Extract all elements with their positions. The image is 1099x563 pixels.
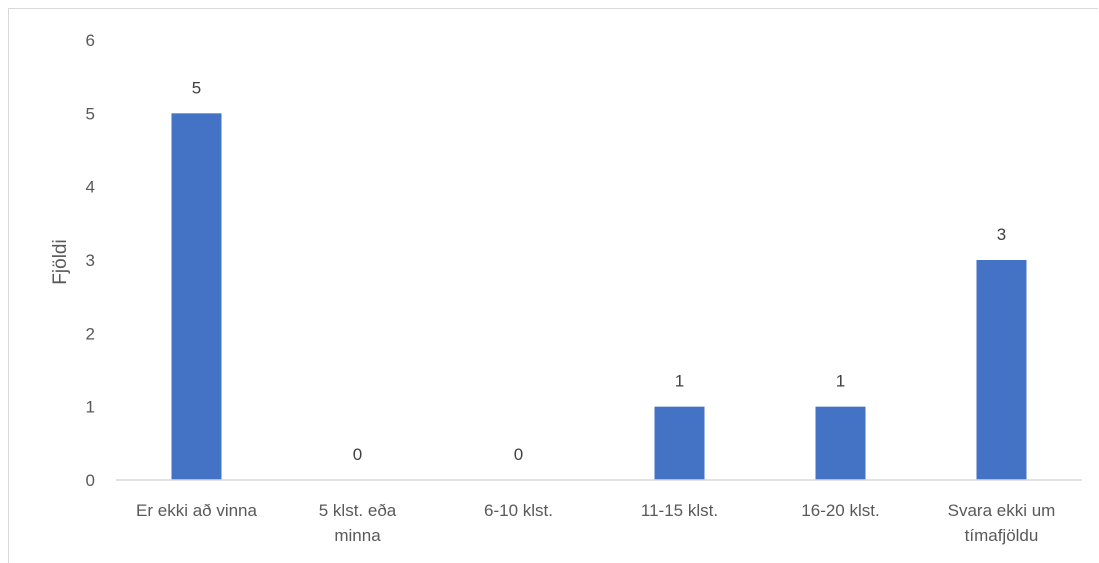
x-axis-ticks: Er ekki að vinna 5 klst. eða minna 6-10 kls… — [136, 501, 1055, 545]
x-tick-label: Svara ekki um tímafjöldu — [948, 501, 1056, 545]
y-tick-label: 0 — [86, 471, 95, 490]
y-axis-title: Fjöldi — [50, 239, 71, 284]
x-tick-label: 5 klst. eða minna — [319, 501, 397, 545]
data-label: 3 — [997, 225, 1006, 244]
bar — [815, 406, 866, 480]
data-label: 0 — [514, 445, 523, 464]
chart-frame — [8, 8, 1098, 563]
y-tick-label: 1 — [86, 398, 95, 417]
x-tick-label: Er ekki að vinna — [136, 501, 257, 520]
y-tick-label: 5 — [86, 104, 95, 123]
data-label: 1 — [675, 372, 684, 391]
y-axis-ticks: 0 1 2 3 4 5 6 — [86, 31, 95, 490]
bar — [654, 406, 705, 480]
y-tick-label: 6 — [86, 31, 95, 50]
x-tick-label: 16-20 klst. — [801, 501, 879, 520]
bar — [976, 260, 1027, 480]
y-tick-label: 3 — [86, 251, 95, 270]
x-tick-label: 6-10 klst. — [484, 501, 553, 520]
x-tick-label: 11-15 klst. — [641, 501, 718, 520]
data-label: 0 — [353, 445, 362, 464]
y-tick-label: 4 — [86, 178, 95, 197]
data-labels: 5 0 0 1 1 3 — [192, 78, 1006, 464]
bar — [171, 113, 222, 480]
data-label: 5 — [192, 78, 201, 97]
y-tick-label: 2 — [86, 324, 95, 343]
bars — [171, 113, 1027, 480]
data-label: 1 — [836, 372, 845, 391]
